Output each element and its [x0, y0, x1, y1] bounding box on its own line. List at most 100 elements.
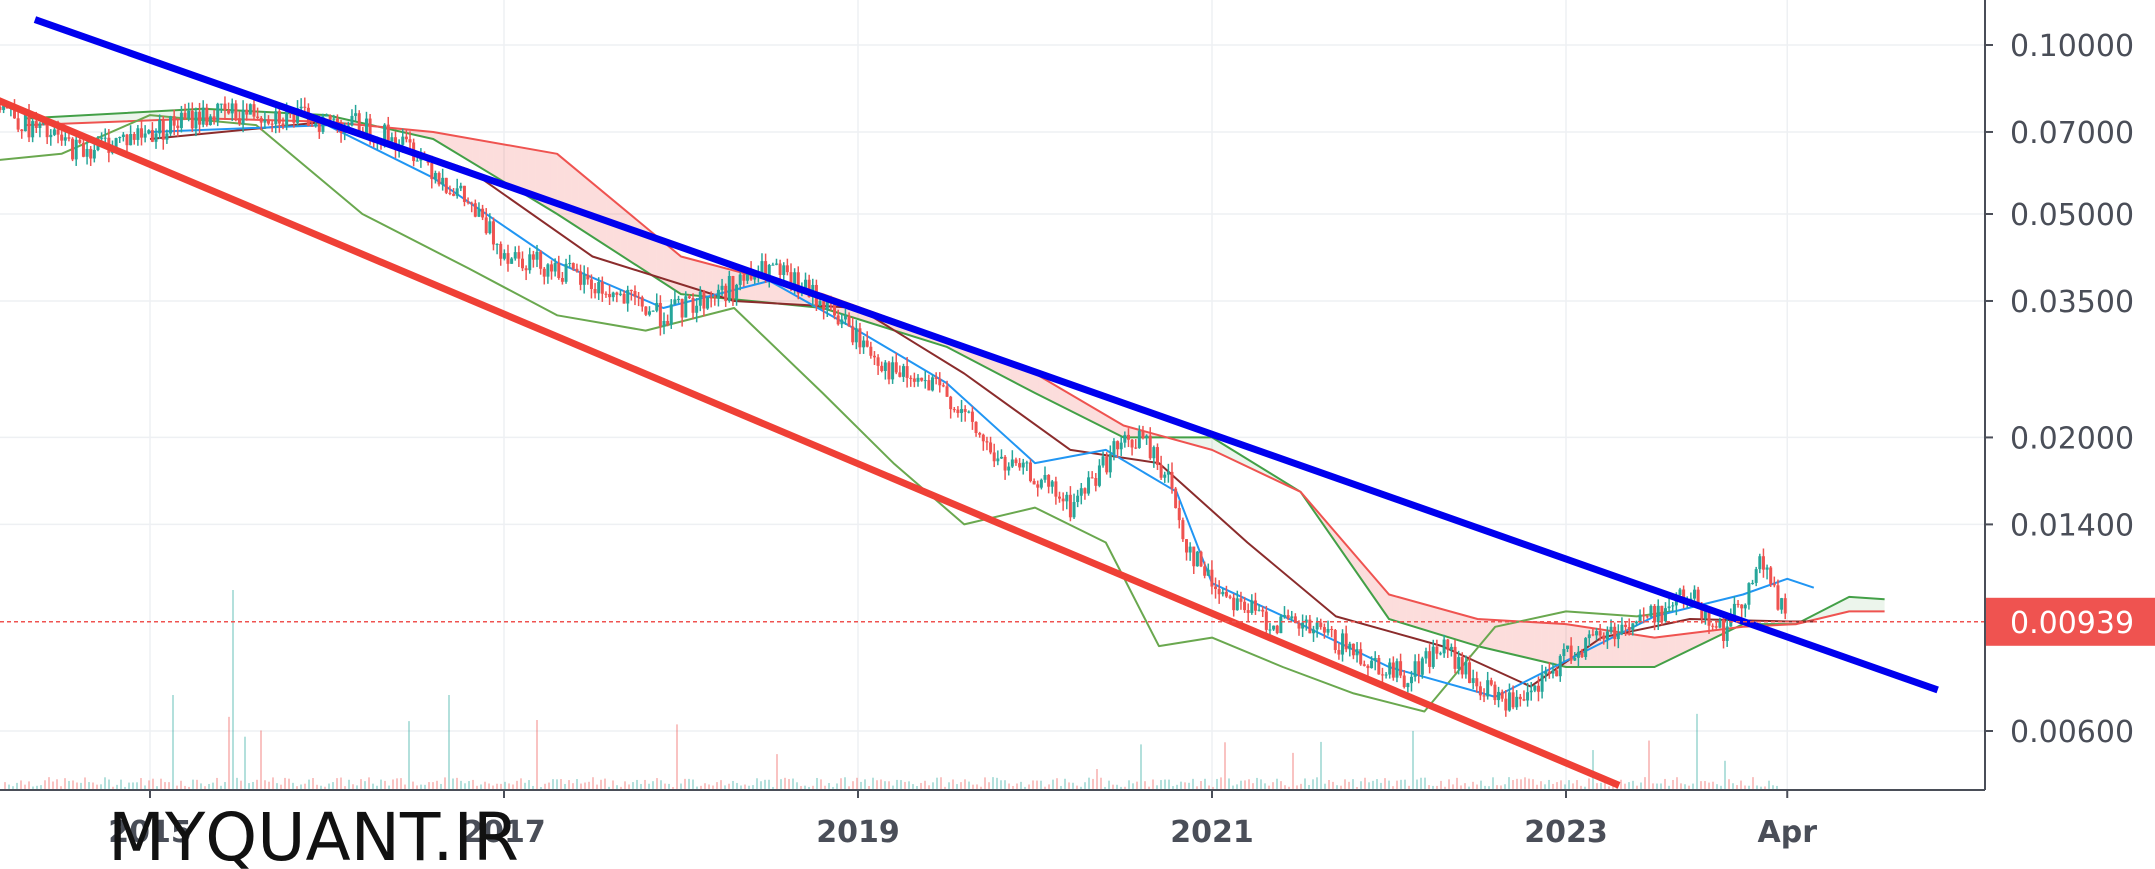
candle-body — [709, 297, 713, 299]
volume-bar — [1692, 783, 1694, 790]
cloud-segment — [1059, 388, 1067, 409]
candle-body — [1359, 649, 1363, 665]
cloud-segment — [1449, 611, 1457, 640]
candle-body — [1573, 657, 1577, 661]
cloud-segment — [493, 142, 501, 180]
candle-body — [1065, 494, 1069, 502]
volume-bar — [488, 783, 490, 790]
candle-body — [1061, 498, 1065, 502]
candle-body — [1032, 481, 1036, 485]
volume-bar — [644, 779, 646, 790]
volume-bar — [12, 786, 14, 790]
candle-body — [27, 113, 31, 138]
cloud-segment — [479, 140, 487, 172]
cloud-segment — [1385, 590, 1393, 621]
volume-bar — [660, 780, 662, 790]
volume-bar — [296, 786, 298, 790]
volume-bar — [164, 782, 166, 790]
volume-bar — [1100, 777, 1102, 790]
cloud-segment — [578, 171, 586, 233]
candle-body — [1399, 661, 1403, 676]
cloud-segment — [118, 112, 126, 122]
candle-body — [1605, 631, 1609, 640]
volume-bar — [544, 783, 546, 790]
volume-bar — [1632, 780, 1634, 790]
candle-body — [1333, 629, 1337, 650]
volume-bar — [960, 782, 962, 790]
volume-bar — [868, 786, 870, 790]
candle-body — [433, 172, 437, 180]
candle-body — [1645, 616, 1649, 618]
volume-bar — [1696, 713, 1698, 790]
candle-body — [1783, 598, 1787, 614]
candle-body — [706, 297, 710, 309]
candle-body — [546, 264, 550, 277]
volume-bar — [1044, 786, 1046, 790]
candle-body — [1497, 691, 1501, 701]
volume-bar — [348, 779, 350, 790]
volume-bar — [1580, 785, 1582, 790]
candle-body — [1214, 586, 1218, 590]
volume-bar — [176, 785, 178, 790]
candle-body — [444, 177, 448, 193]
candle-body — [1348, 643, 1352, 650]
candle-body — [1377, 657, 1381, 675]
candle-body — [843, 315, 847, 320]
cloud-segment — [1873, 598, 1882, 612]
candle-body — [404, 136, 408, 140]
cloud-segment — [1102, 413, 1110, 431]
volume-bar — [444, 777, 446, 790]
candle-body — [506, 253, 510, 264]
volume-bar — [312, 777, 314, 790]
volume-bar — [1728, 779, 1730, 790]
candle-body — [920, 377, 924, 381]
volume-bar — [68, 780, 70, 790]
candle-body — [524, 268, 528, 271]
candle-body — [1261, 609, 1265, 612]
candle-body — [219, 103, 223, 105]
cloud-segment — [1463, 615, 1471, 644]
candle-body — [1388, 662, 1392, 675]
volume-bar — [428, 782, 430, 790]
candle-body — [1290, 616, 1294, 619]
volume-bar — [1072, 782, 1074, 790]
candle-body — [31, 121, 35, 138]
candle-body — [1584, 638, 1588, 657]
candle-body — [1351, 643, 1355, 656]
volume-bar — [892, 785, 894, 790]
volume-bar — [1576, 780, 1578, 790]
volume-bar — [464, 783, 466, 790]
volume-bar — [376, 785, 378, 790]
candle-body — [927, 380, 931, 391]
candle-body — [165, 133, 169, 140]
candle-body — [564, 263, 568, 282]
candle-body — [56, 129, 60, 135]
cloud-segment — [521, 147, 529, 197]
candle-body — [931, 377, 935, 391]
candle-body — [1780, 598, 1784, 610]
volume-bar — [1236, 784, 1238, 790]
cloud-segment — [1859, 597, 1867, 612]
candle-body — [100, 137, 104, 139]
candle-body — [147, 130, 151, 134]
volume-bar — [48, 777, 50, 790]
volume-bar — [1332, 781, 1334, 790]
volume-bar — [256, 779, 258, 790]
cloud-segment — [96, 114, 104, 123]
candle-body — [1424, 651, 1428, 659]
volume-bar — [196, 779, 198, 790]
candle-body — [1507, 692, 1511, 711]
cloud-segment — [1342, 541, 1351, 564]
candle-body — [1747, 583, 1751, 605]
candle-body — [0, 106, 2, 111]
cloud-segment — [1335, 532, 1343, 553]
volume-bar — [800, 786, 802, 790]
volume-bar — [1444, 786, 1446, 790]
cloud-segment — [1548, 623, 1556, 665]
volume-bar — [416, 785, 418, 790]
volume-bar — [768, 779, 770, 790]
volume-bar — [208, 783, 210, 790]
volume-bar — [1552, 783, 1554, 790]
volume-bar — [604, 778, 606, 790]
candle-body — [1319, 622, 1323, 628]
